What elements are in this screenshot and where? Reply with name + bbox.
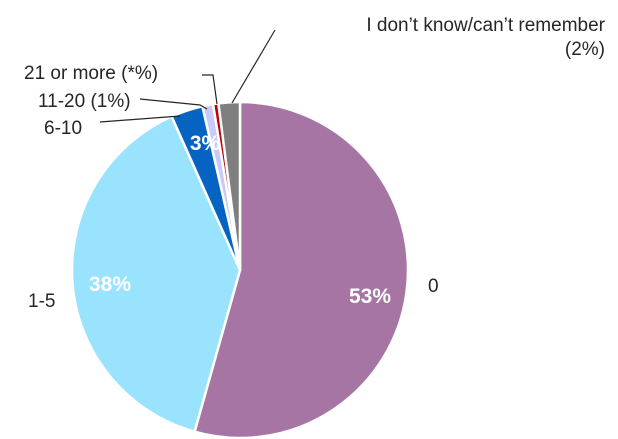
- leader-line-11-20: [139, 98, 208, 110]
- label-11-20: 11-20 (1%): [38, 91, 131, 112]
- leader-line-dont-know: [231, 29, 276, 104]
- pct-label-6-10: 3%: [190, 132, 221, 155]
- pie-slice-1-5: [70, 115, 242, 433]
- label-21-or-more: 21 or more (*%): [24, 63, 158, 84]
- slices-layer: [70, 100, 410, 439]
- label-dont-know: I don’t know/can’t remember: [366, 15, 605, 36]
- leader-lines-layer: [99, 29, 276, 123]
- labels-layer: 0 1-5 6-10 11-20 (1%) 21 or more (*%) I …: [24, 15, 606, 312]
- pie-slice-i-don-t-know-can-t-remember: [217, 100, 242, 272]
- pie-slice-0: [193, 100, 410, 439]
- label-dont-know-pct: (2%): [565, 39, 605, 60]
- leader-line-21-or-more: [202, 74, 218, 105]
- pct-label-0: 53%: [349, 285, 391, 308]
- label-1-5: 1-5: [28, 291, 55, 312]
- pct-label-1-5: 38%: [89, 273, 131, 296]
- label-6-10: 6-10: [44, 118, 82, 139]
- leader-line-6-10: [99, 115, 181, 123]
- label-0: 0: [428, 276, 439, 297]
